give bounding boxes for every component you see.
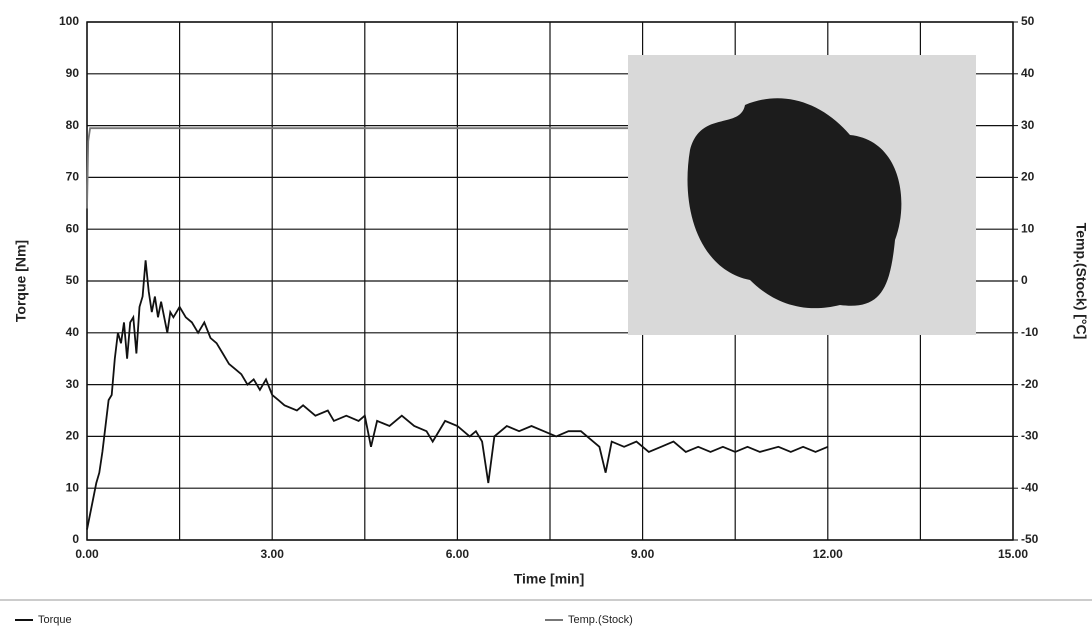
x-tick-label: 6.00 (446, 547, 470, 561)
y2-tick-label: -50 (1021, 532, 1039, 546)
y2-tick-label: -40 (1021, 480, 1039, 494)
x-tick-label: 15.00 (998, 547, 1028, 561)
y-tick-label: 80 (66, 118, 80, 132)
y-tick-label: 70 (66, 170, 80, 184)
x-tick-label: 12.00 (813, 547, 843, 561)
y-tick-label: 40 (66, 325, 80, 339)
y-tick-label: 60 (66, 221, 80, 235)
y2-tick-label: 30 (1021, 118, 1035, 132)
y2-tick-label: 10 (1021, 221, 1035, 235)
y-axis-title: Torque [Nm] (13, 240, 29, 322)
legend-label: Temp.(Stock) (568, 614, 633, 626)
x-tick-label: 3.00 (261, 547, 285, 561)
x-axis-title: Time [min] (514, 571, 585, 587)
y2-tick-label: -30 (1021, 429, 1039, 443)
y-tick-label: 30 (66, 377, 80, 391)
y2-tick-label: 0 (1021, 273, 1028, 287)
y2-axis-title: Temp.(Stock) [°C] (1073, 223, 1089, 340)
y2-tick-label: 20 (1021, 170, 1035, 184)
y-tick-label: 50 (66, 273, 80, 287)
photo-inset (628, 55, 976, 335)
x-tick-label: 0.00 (75, 547, 99, 561)
series-line (86, 260, 829, 530)
y2-tick-label: 50 (1021, 14, 1035, 28)
y2-tick-label: -10 (1021, 325, 1039, 339)
series-line (86, 127, 828, 209)
photo-object (687, 98, 902, 309)
x-tick-label: 9.00 (631, 547, 655, 561)
y-tick-label: 10 (66, 480, 80, 494)
y-tick-label: 100 (59, 14, 79, 28)
y2-tick-label: 40 (1021, 66, 1035, 80)
y2-tick-label: -20 (1021, 377, 1039, 391)
y-tick-label: 90 (66, 66, 80, 80)
y-tick-label: 20 (66, 429, 80, 443)
legend-label: Torque (38, 614, 72, 626)
y-tick-label: 0 (72, 532, 79, 546)
